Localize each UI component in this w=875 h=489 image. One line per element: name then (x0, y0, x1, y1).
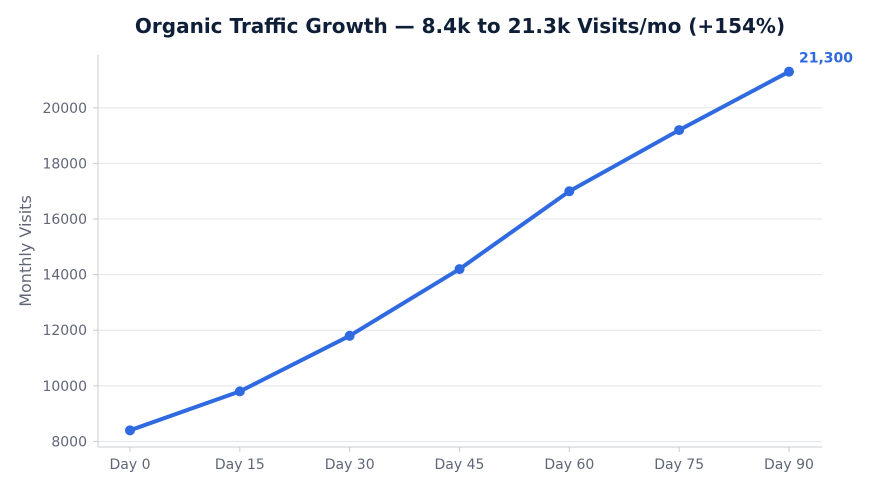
y-tick-label: 16000 (42, 212, 87, 228)
y-tick-label: 8000 (51, 434, 87, 450)
x-axis-ticks: Day 0 Day 15 Day 30 Day 45 Day 60 Day 75 Day 9… (109, 447, 814, 473)
y-axis-label: Monthly Visits (16, 195, 35, 307)
data-point (674, 125, 685, 136)
y-tick-label: 14000 (42, 268, 87, 284)
x-tick-label: Day 45 (435, 457, 485, 473)
data-point (234, 386, 245, 397)
x-tick-label: Day 60 (544, 457, 594, 473)
x-tick-label: Day 0 (109, 457, 150, 473)
x-tick-label: Day 30 (325, 457, 375, 473)
x-tick-label: Day 75 (654, 457, 704, 473)
y-tick-label: 18000 (42, 156, 87, 172)
data-point (564, 186, 575, 197)
series-layer (125, 66, 794, 436)
x-tick-label: Day 90 (764, 457, 814, 473)
series-line (128, 69, 791, 433)
y-tick-label: 20000 (42, 101, 87, 117)
chart-title: Organic Traffic Growth — 8.4k to 21.3k V… (135, 14, 785, 38)
data-point (454, 264, 465, 275)
data-point (784, 66, 794, 77)
x-tick-label: Day 15 (215, 457, 265, 473)
grid-lines (98, 107, 822, 442)
data-point (344, 330, 355, 341)
y-axis-ticks: 8000 10000 12000 14000 16000 18000 20000 (42, 101, 98, 450)
y-tick-label: 12000 (42, 323, 87, 339)
data-point (125, 425, 135, 436)
data-label-day-90: 21,300 (799, 51, 853, 67)
y-tick-label: 10000 (42, 379, 87, 395)
